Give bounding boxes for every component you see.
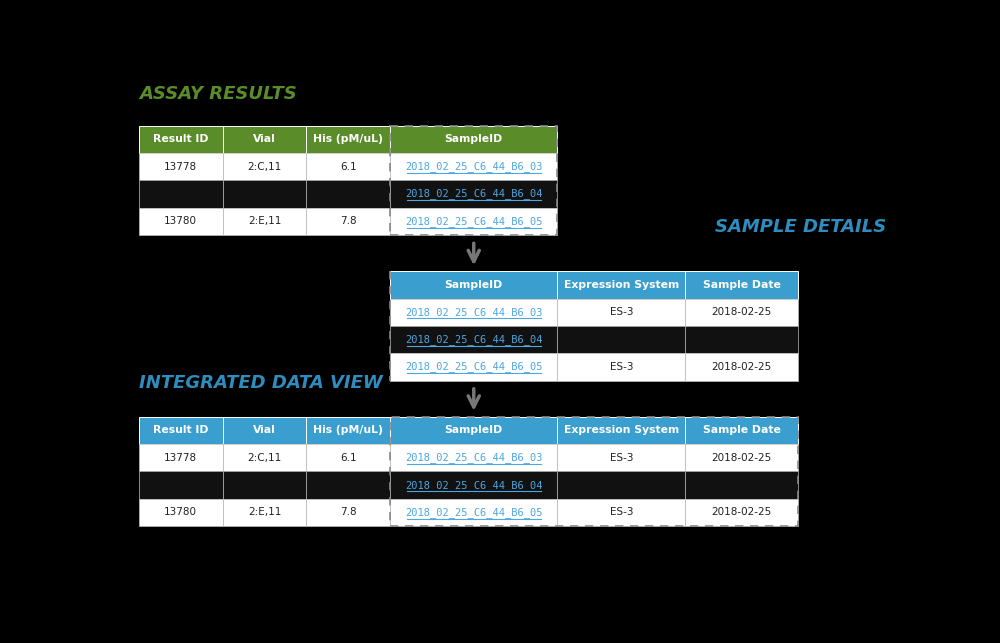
Bar bbox=[685, 444, 798, 471]
Text: SAMPLE DETAILS: SAMPLE DETAILS bbox=[715, 218, 886, 236]
Bar bbox=[306, 180, 390, 208]
Bar bbox=[139, 444, 223, 471]
Text: 2018_02_25_C6_44_B6_03: 2018_02_25_C6_44_B6_03 bbox=[405, 452, 542, 463]
Text: ES-3: ES-3 bbox=[610, 507, 633, 518]
Bar bbox=[139, 208, 223, 235]
Bar bbox=[390, 417, 798, 526]
Bar bbox=[223, 180, 306, 208]
Text: ES-3: ES-3 bbox=[610, 453, 633, 463]
Text: 2:E,11: 2:E,11 bbox=[248, 216, 281, 226]
Text: 2018-02-25: 2018-02-25 bbox=[711, 362, 772, 372]
Text: SampleID: SampleID bbox=[445, 426, 503, 435]
Bar bbox=[306, 471, 390, 499]
Text: SampleID: SampleID bbox=[445, 280, 503, 290]
Bar bbox=[306, 444, 390, 471]
Text: 2:E,11: 2:E,11 bbox=[248, 507, 281, 518]
Text: Expression System: Expression System bbox=[564, 426, 679, 435]
Bar bbox=[223, 208, 306, 235]
Text: Sample Date: Sample Date bbox=[703, 280, 780, 290]
Text: 6.1: 6.1 bbox=[340, 161, 357, 172]
Text: Result ID: Result ID bbox=[153, 426, 209, 435]
Bar bbox=[390, 471, 557, 499]
Text: 7.8: 7.8 bbox=[340, 216, 357, 226]
Bar bbox=[685, 353, 798, 381]
Bar bbox=[685, 499, 798, 526]
Bar bbox=[390, 499, 557, 526]
Bar bbox=[223, 444, 306, 471]
Text: 6.1: 6.1 bbox=[340, 453, 357, 463]
Bar bbox=[139, 499, 223, 526]
Bar bbox=[557, 271, 685, 298]
Text: 2018-02-25: 2018-02-25 bbox=[711, 507, 772, 518]
Text: Result ID: Result ID bbox=[153, 134, 209, 144]
Text: 2018-02-25: 2018-02-25 bbox=[711, 307, 772, 317]
Text: 13780: 13780 bbox=[164, 507, 197, 518]
Bar bbox=[557, 499, 685, 526]
Bar bbox=[223, 499, 306, 526]
Bar bbox=[685, 298, 798, 326]
Text: Vial: Vial bbox=[253, 134, 276, 144]
Bar bbox=[306, 208, 390, 235]
Bar bbox=[390, 271, 557, 298]
Bar bbox=[390, 298, 557, 326]
Bar bbox=[390, 417, 557, 444]
Text: 13778: 13778 bbox=[164, 161, 197, 172]
Bar bbox=[223, 125, 306, 153]
Bar bbox=[306, 417, 390, 444]
Text: 2018_02_25_C6_44_B6_05: 2018_02_25_C6_44_B6_05 bbox=[405, 361, 542, 372]
Text: Vial: Vial bbox=[253, 426, 276, 435]
Text: 2018-02-25: 2018-02-25 bbox=[711, 453, 772, 463]
Bar bbox=[557, 444, 685, 471]
Text: Expression System: Expression System bbox=[564, 280, 679, 290]
Bar bbox=[557, 326, 685, 353]
Text: His (pM/uL): His (pM/uL) bbox=[313, 134, 383, 144]
Text: 2018_02_25_C6_44_B6_04: 2018_02_25_C6_44_B6_04 bbox=[405, 188, 542, 199]
Text: SampleID: SampleID bbox=[445, 134, 503, 144]
Text: 2018_02_25_C6_44_B6_03: 2018_02_25_C6_44_B6_03 bbox=[405, 161, 542, 172]
Bar bbox=[390, 326, 557, 353]
Text: 2018_02_25_C6_44_B6_04: 2018_02_25_C6_44_B6_04 bbox=[405, 334, 542, 345]
Bar bbox=[139, 125, 223, 153]
Bar bbox=[390, 444, 557, 471]
Bar bbox=[223, 471, 306, 499]
Text: 13780: 13780 bbox=[164, 216, 197, 226]
Bar bbox=[306, 153, 390, 180]
Bar bbox=[390, 125, 557, 153]
Bar bbox=[223, 153, 306, 180]
Bar bbox=[685, 271, 798, 298]
Text: His (pM/uL): His (pM/uL) bbox=[313, 426, 383, 435]
Bar bbox=[139, 153, 223, 180]
Bar bbox=[557, 417, 685, 444]
Bar bbox=[557, 471, 685, 499]
Text: 13778: 13778 bbox=[164, 453, 197, 463]
Text: 2:C,11: 2:C,11 bbox=[247, 453, 282, 463]
Text: Sample Date: Sample Date bbox=[703, 426, 780, 435]
Bar bbox=[390, 208, 557, 235]
Text: 2018_02_25_C6_44_B6_03: 2018_02_25_C6_44_B6_03 bbox=[405, 307, 542, 318]
Bar bbox=[306, 125, 390, 153]
Text: 2018_02_25_C6_44_B6_04: 2018_02_25_C6_44_B6_04 bbox=[405, 480, 542, 491]
Bar bbox=[139, 471, 223, 499]
Bar bbox=[390, 353, 557, 381]
Text: ASSAY RESULTS: ASSAY RESULTS bbox=[139, 85, 297, 103]
Bar bbox=[685, 471, 798, 499]
Text: ES-3: ES-3 bbox=[610, 362, 633, 372]
Bar bbox=[557, 353, 685, 381]
Text: 7.8: 7.8 bbox=[340, 507, 357, 518]
Bar bbox=[139, 180, 223, 208]
Bar bbox=[306, 499, 390, 526]
Text: 2018_02_25_C6_44_B6_05: 2018_02_25_C6_44_B6_05 bbox=[405, 507, 542, 518]
Bar bbox=[139, 417, 223, 444]
Text: 2:C,11: 2:C,11 bbox=[247, 161, 282, 172]
Bar bbox=[390, 125, 557, 235]
Bar bbox=[390, 153, 557, 180]
Bar bbox=[685, 417, 798, 444]
Text: ES-3: ES-3 bbox=[610, 307, 633, 317]
Bar bbox=[557, 298, 685, 326]
Bar bbox=[390, 180, 557, 208]
Bar bbox=[685, 326, 798, 353]
Text: 2018_02_25_C6_44_B6_05: 2018_02_25_C6_44_B6_05 bbox=[405, 216, 542, 227]
Bar bbox=[223, 417, 306, 444]
Text: INTEGRATED DATA VIEW: INTEGRATED DATA VIEW bbox=[139, 374, 383, 392]
